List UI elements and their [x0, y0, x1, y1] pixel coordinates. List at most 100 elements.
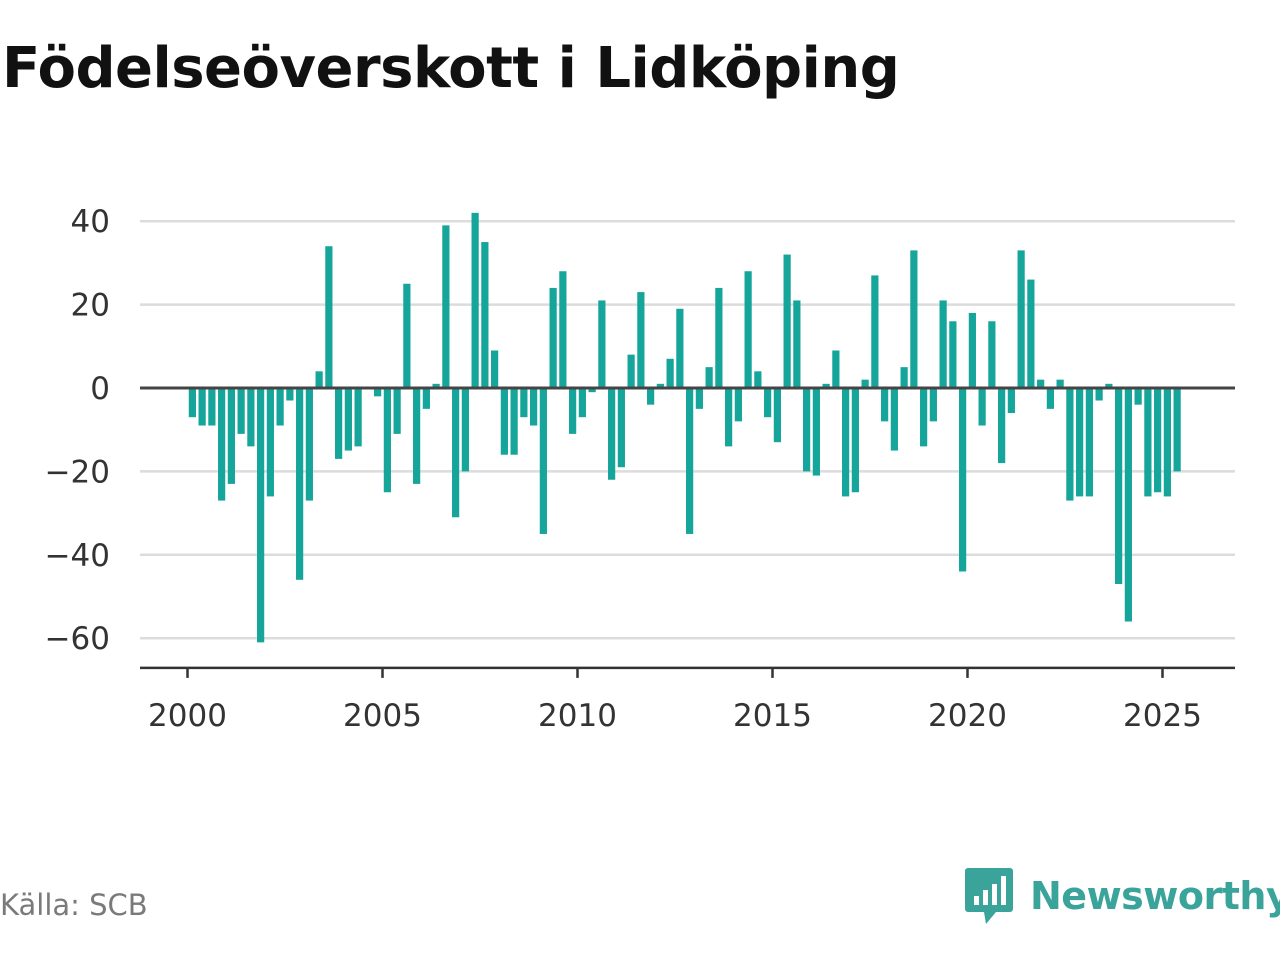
bar [988, 321, 996, 388]
bar [500, 388, 508, 455]
bar [686, 388, 694, 534]
bar [812, 388, 820, 476]
bar [218, 388, 226, 501]
bar [208, 388, 216, 426]
bar [725, 388, 733, 447]
y-tick-label: −40 [45, 538, 110, 574]
bar [900, 367, 908, 388]
bar [773, 388, 781, 443]
bar [647, 388, 655, 405]
bar [715, 287, 723, 388]
bar [959, 388, 967, 572]
bar [1027, 279, 1035, 388]
axes [140, 386, 1235, 678]
y-tick-label: 20 [71, 288, 110, 324]
bar [910, 250, 918, 388]
bar [578, 388, 586, 418]
bar [481, 242, 489, 388]
y-tick-label: 40 [71, 204, 110, 240]
bar [247, 388, 255, 447]
bar [227, 388, 235, 484]
bar [881, 388, 889, 422]
bar [354, 388, 362, 447]
x-tick-label: 2010 [538, 698, 617, 734]
bar [1007, 388, 1015, 414]
bar [949, 321, 957, 388]
bar [764, 388, 772, 418]
bar [929, 388, 937, 422]
x-tick-label: 2020 [928, 698, 1007, 734]
bar [705, 367, 713, 388]
bar [822, 383, 830, 388]
bar [276, 388, 284, 426]
bar [890, 388, 898, 451]
bar [1017, 250, 1025, 388]
bar [676, 308, 684, 388]
bar [1056, 379, 1064, 388]
bar [627, 354, 635, 388]
bar [305, 388, 313, 501]
x-tick-label: 2000 [148, 698, 227, 734]
bar [413, 388, 421, 484]
y-tick-label: 0 [90, 371, 110, 407]
x-tick-label: 2005 [343, 698, 422, 734]
bar [539, 388, 547, 534]
bar [637, 292, 645, 388]
bar [1144, 388, 1152, 497]
bar [422, 388, 430, 409]
bar [549, 287, 557, 388]
bar [315, 371, 323, 388]
bar [442, 225, 450, 388]
bar [744, 271, 752, 388]
y-axis-tick-labels: 40 20 0 −20 −40 −60 [45, 204, 110, 657]
bar [491, 350, 499, 388]
bar [588, 388, 596, 393]
bar [842, 388, 850, 497]
bar-chart-speech-bubble-icon [965, 868, 1013, 924]
bar [598, 300, 606, 388]
chart-title: Födelseöverskott i Lidköping [2, 36, 900, 101]
bar [335, 388, 343, 459]
bar [325, 246, 333, 388]
bar [920, 388, 928, 447]
bar [1115, 388, 1123, 584]
bar [861, 379, 869, 388]
bar [803, 388, 811, 472]
bar [237, 388, 245, 434]
bar [286, 388, 294, 401]
bar [617, 388, 625, 468]
x-tick-label: 2015 [733, 698, 812, 734]
x-tick-label: 2025 [1123, 698, 1202, 734]
bar [734, 388, 742, 422]
bar [754, 371, 762, 388]
bar [1134, 388, 1142, 405]
brand: Newsworthy [964, 866, 1280, 926]
bar [851, 388, 859, 493]
bar [1076, 388, 1084, 497]
bar [1105, 383, 1113, 388]
bar [520, 388, 528, 418]
bar [968, 312, 976, 388]
bar [198, 388, 206, 426]
bar [1124, 388, 1132, 622]
bar [1095, 388, 1103, 401]
bar [452, 388, 460, 518]
bar [383, 388, 391, 493]
bar [1154, 388, 1162, 493]
bar [1037, 379, 1045, 388]
bar [608, 388, 616, 480]
bar [871, 275, 879, 388]
bar [257, 388, 265, 643]
bar [344, 388, 352, 451]
bar [266, 388, 274, 497]
bar [666, 358, 674, 388]
bar [1046, 388, 1054, 409]
bar [374, 388, 382, 397]
bars [188, 212, 1181, 643]
bar [978, 388, 986, 426]
bar [1066, 388, 1074, 501]
y-tick-label: −20 [45, 454, 110, 490]
bar [656, 383, 664, 388]
x-axis-tick-labels: 2000 2005 2010 2015 2020 2025 [148, 698, 1202, 734]
